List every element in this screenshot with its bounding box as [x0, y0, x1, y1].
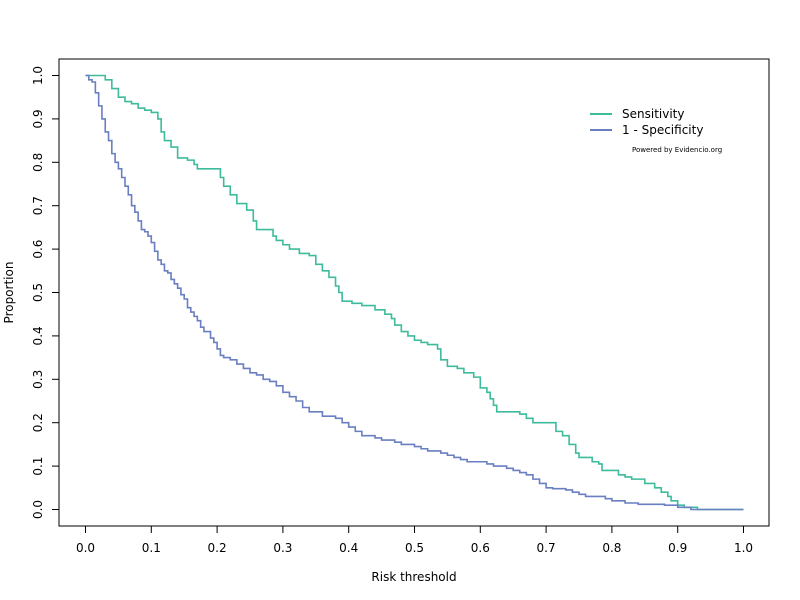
y-tick-label: 0.7	[31, 196, 45, 215]
y-tick-label: 0.3	[31, 370, 45, 389]
x-tick-label: 0.5	[405, 541, 424, 555]
x-axis: 0.0 0.1 0.2 0.3 0.4 0.5 0.6 0.7 0.8 0.9 1.0	[76, 525, 753, 555]
y-axis-label: Proportion	[2, 262, 16, 324]
x-tick-label: 0.0	[76, 541, 95, 555]
series-lines	[85, 74, 744, 511]
y-tick-label: 0.2	[31, 413, 45, 432]
series-line-sensitivity	[85, 74, 744, 511]
legend-label-1-specificity: 1 - Specificity	[622, 123, 703, 137]
x-tick-label: 0.3	[273, 541, 292, 555]
x-tick-label: 0.9	[668, 541, 687, 555]
y-tick-label: 0.1	[31, 457, 45, 476]
y-tick-label: 0.9	[31, 109, 45, 128]
x-tick-label: 0.1	[142, 541, 161, 555]
x-axis-label: Risk threshold	[371, 570, 456, 584]
y-tick-label: 0.8	[31, 153, 45, 172]
legend-label-sensitivity: Sensitivity	[622, 107, 684, 121]
x-tick-label: 1.0	[734, 541, 753, 555]
y-tick-label: 1.0	[31, 66, 45, 85]
x-tick-label: 0.2	[208, 541, 227, 555]
y-tick-label: 0.5	[31, 283, 45, 302]
powered-by-note: Powered by Evidencio.org	[632, 146, 722, 154]
y-axis: 0.0 0.1 0.2 0.3 0.4 0.5 0.6 0.7 0.8 0.9 1.0	[31, 66, 60, 519]
x-tick-label: 0.8	[602, 541, 621, 555]
x-tick-label: 0.7	[537, 541, 556, 555]
series-line-1-specificity	[85, 74, 744, 511]
x-tick-label: 0.6	[471, 541, 490, 555]
y-tick-label: 0.0	[31, 500, 45, 519]
y-tick-label: 0.4	[31, 326, 45, 345]
x-tick-label: 0.4	[339, 541, 358, 555]
y-tick-label: 0.6	[31, 240, 45, 259]
legend: Sensitivity 1 - Specificity	[590, 107, 703, 137]
